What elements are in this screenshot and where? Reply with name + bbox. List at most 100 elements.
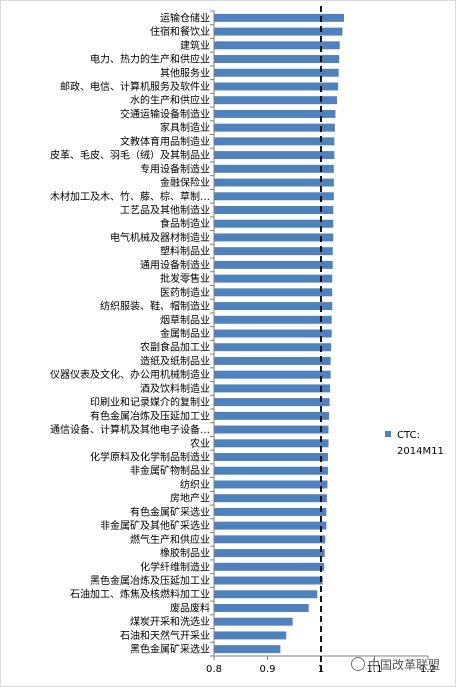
bar [214, 178, 334, 187]
category-label: 塑料制品业 [160, 245, 210, 258]
bar [214, 370, 331, 379]
category-label: 邮政、电信、计算机服务及软件业 [60, 80, 210, 93]
category-label: 家具制造业 [160, 121, 210, 134]
bar [214, 41, 340, 50]
category-label: 烟草制品业 [160, 313, 210, 326]
bar [214, 576, 323, 585]
bar [214, 521, 327, 530]
category-label: 仪器仪表及文化、办公用机械制造业 [50, 368, 210, 381]
bar [214, 453, 328, 461]
bar [214, 439, 329, 448]
bar [214, 480, 328, 489]
category-label: 电气机械及器材制造业 [110, 231, 210, 244]
category-label: 房地产业 [170, 492, 210, 505]
category-label: 纺织业 [180, 478, 210, 491]
bar [214, 123, 335, 132]
category-label: 化学纤维制造业 [140, 560, 210, 573]
bar [214, 356, 331, 365]
bar [214, 590, 318, 599]
category-label: 金融保险业 [160, 176, 210, 189]
bar [214, 13, 344, 22]
category-label: 有色金属矿采选业 [130, 505, 210, 518]
bar [214, 96, 338, 105]
category-label: 金属制品业 [160, 327, 210, 340]
bar [214, 507, 327, 516]
bar [214, 55, 340, 64]
category-label: 电力、热力的生产和供应业 [90, 53, 210, 66]
category-label: 其他服务业 [160, 66, 210, 79]
category-label: 医药制造业 [160, 286, 210, 299]
bar [214, 274, 333, 283]
bar [214, 466, 328, 475]
bar [214, 617, 293, 626]
bar [214, 137, 335, 146]
category-label: 农副食品加工业 [140, 341, 210, 354]
category-label: 运输仓储业 [160, 11, 210, 24]
bar [214, 68, 339, 77]
bar [214, 247, 333, 256]
category-label: 通用设备制造业 [140, 258, 210, 271]
category-label: 木材加工及木、竹、藤、棕、草制… [50, 190, 210, 203]
category-label: 非金属矿物制品业 [130, 464, 210, 477]
category-label: 水的生产和供应业 [130, 94, 210, 107]
x-tick-label: 1.1 [367, 664, 383, 675]
legend-label: CTC: [397, 430, 420, 441]
category-label: 农业 [190, 437, 210, 450]
category-label: 工艺品及其他制造业 [120, 203, 210, 216]
category-label: 住宿和餐饮业 [150, 25, 210, 38]
category-label: 通信设备、计算机及其他电子设备… [50, 423, 210, 436]
watermark-logo-icon [351, 657, 365, 671]
bar [214, 82, 339, 91]
bar [214, 302, 333, 311]
x-tick-label: 0.9 [260, 664, 276, 675]
bar [214, 603, 309, 612]
x-tick-label: 1.2 [420, 664, 436, 675]
category-label: 燃气生产和供应业 [130, 533, 210, 546]
category-label: 废品废料 [170, 601, 210, 614]
category-label: 酒及饮料制造业 [140, 382, 210, 395]
bar [214, 315, 332, 324]
category-label: 批发零售业 [160, 272, 210, 285]
bar [214, 562, 325, 571]
bar [214, 192, 334, 201]
category-label: 造纸及纸制品业 [140, 354, 210, 367]
watermark: 中国改革联盟 [351, 656, 455, 678]
category-label: 纺织服装、鞋、帽制造业 [100, 300, 210, 313]
bar [214, 645, 281, 654]
bar [214, 425, 329, 434]
category-label: 食品制造业 [160, 217, 210, 230]
bar [214, 233, 334, 242]
bar [214, 631, 287, 640]
bar [214, 288, 333, 297]
x-tick-label: 0.8 [206, 664, 222, 675]
bar [214, 384, 331, 393]
bar [214, 206, 334, 214]
category-label: 黑色金属矿采选业 [130, 643, 210, 656]
bar [214, 109, 336, 118]
category-label: 印刷业和记录媒介的复制业 [90, 396, 210, 409]
category-label: 交通运输设备制造业 [120, 107, 210, 120]
bar [214, 27, 343, 36]
bar [214, 535, 326, 544]
category-label: 文教体育用品制造业 [120, 135, 210, 148]
bar [214, 343, 332, 352]
category-label: 皮革、毛皮、羽毛（绒）及其制品业 [50, 149, 210, 162]
category-label: 化学原料及化学制品制造业 [90, 451, 210, 464]
bar [214, 398, 330, 407]
watermark-text: 中国改革联盟 [368, 658, 441, 672]
legend-swatch [385, 431, 391, 437]
bar [214, 151, 335, 160]
category-label: 石油和天然气开采业 [120, 629, 210, 642]
category-label: 有色金属冶炼及压延加工业 [90, 409, 210, 422]
bar [214, 219, 334, 228]
category-label: 非金属矿及其他矿采选业 [100, 519, 210, 532]
bar [214, 494, 327, 503]
category-label: 煤炭开采和洗选业 [130, 615, 210, 628]
category-label: 专用设备制造业 [140, 162, 210, 175]
bar [214, 411, 330, 420]
category-label: 石油加工、炼焦及核燃料加工业 [70, 588, 210, 601]
category-label: 建筑业 [180, 39, 210, 52]
bar [214, 260, 333, 269]
